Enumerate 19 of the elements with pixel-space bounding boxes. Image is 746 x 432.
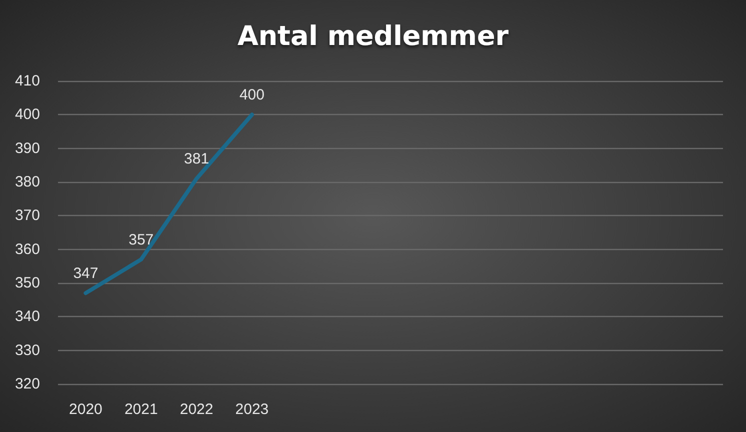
data-label: 400 bbox=[239, 86, 264, 104]
data-label: 357 bbox=[128, 231, 154, 248]
y-tick-label: 330 bbox=[14, 342, 40, 359]
x-tick-label: 2020 bbox=[69, 401, 102, 418]
x-tick-label: 2023 bbox=[235, 401, 269, 418]
x-tick-label: 2022 bbox=[180, 401, 214, 418]
y-tick-label: 350 bbox=[14, 274, 40, 292]
y-tick-label: 400 bbox=[14, 106, 40, 124]
y-tick-label: 410 bbox=[14, 72, 40, 90]
chart-title: Antal medlemmer bbox=[237, 21, 510, 52]
y-tick-label: 370 bbox=[14, 207, 40, 224]
y-tick-label: 360 bbox=[14, 240, 40, 258]
x-tick-label: 2021 bbox=[124, 401, 158, 418]
y-tick-label: 340 bbox=[14, 308, 40, 326]
y-tick-label: 320 bbox=[14, 376, 40, 392]
y-tick-label: 390 bbox=[14, 140, 40, 157]
data-label: 347 bbox=[73, 265, 98, 282]
y-tick-label: 380 bbox=[14, 174, 40, 190]
data-label: 381 bbox=[184, 150, 210, 168]
